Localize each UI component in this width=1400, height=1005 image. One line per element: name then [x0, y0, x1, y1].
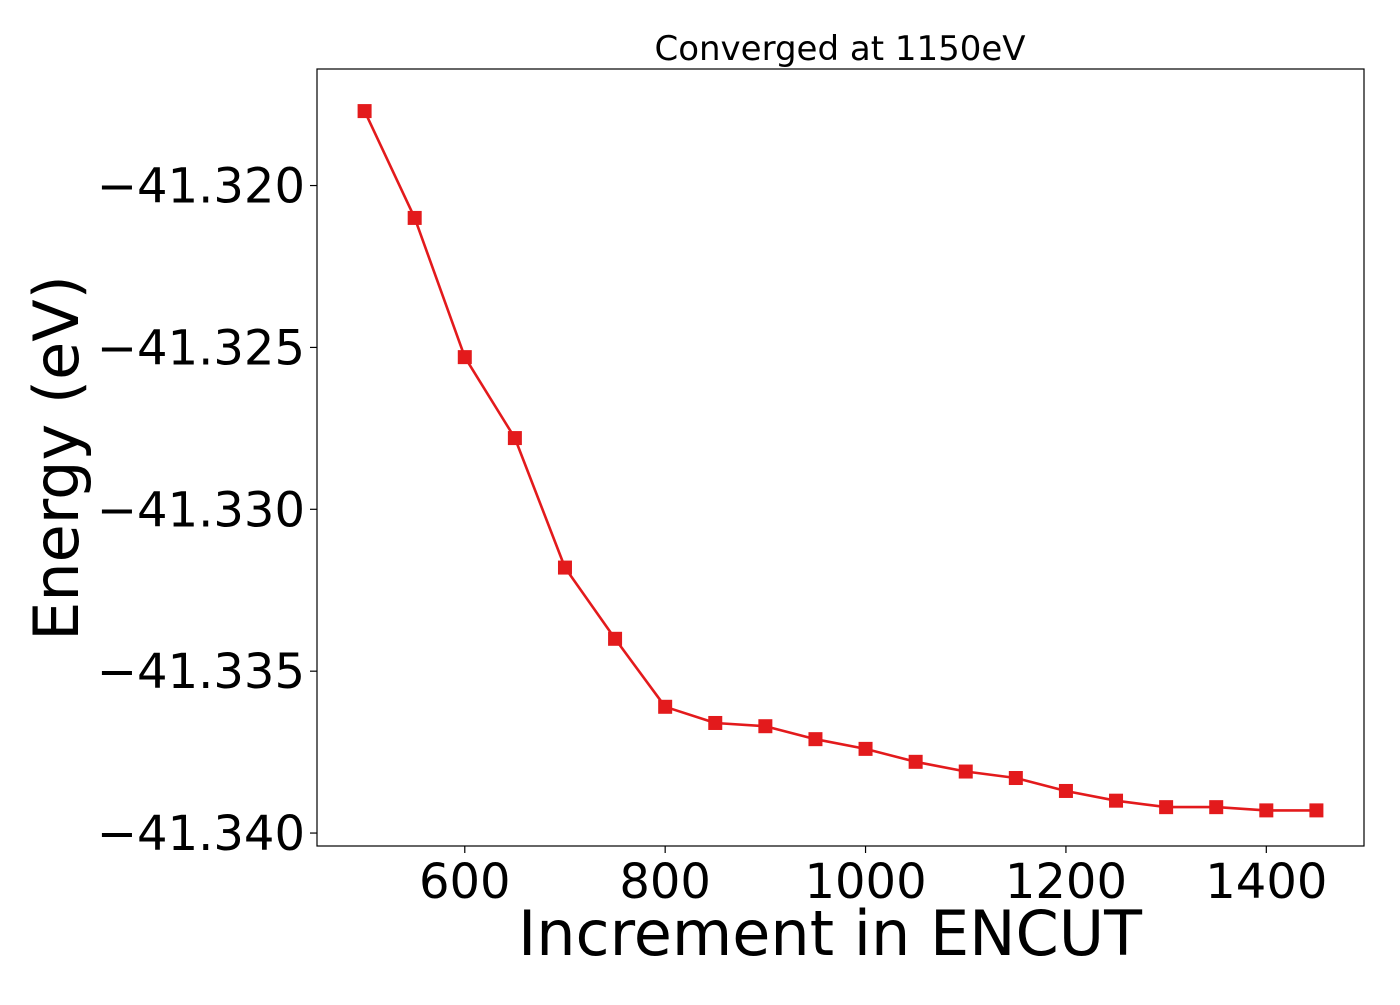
y-tick-label: −41.325 — [97, 320, 305, 376]
data-point — [1008, 771, 1023, 786]
data-point — [1159, 800, 1174, 815]
x-tick-label: 800 — [619, 854, 711, 910]
data-point — [457, 350, 472, 365]
data-point — [608, 631, 623, 646]
data-point — [1309, 803, 1324, 818]
data-point — [958, 764, 973, 779]
x-tick-label: 600 — [419, 854, 511, 910]
x-tick-label: 1200 — [1005, 854, 1127, 910]
data-point — [507, 431, 522, 446]
x-axis: 600 800 1000 1200 1400 — [419, 846, 1327, 910]
y-tick-label: −41.320 — [97, 159, 305, 215]
data-point — [1058, 783, 1073, 798]
data-point — [808, 732, 823, 747]
data-point — [708, 715, 723, 730]
y-tick-label: −41.330 — [97, 482, 305, 538]
data-point — [1109, 793, 1124, 808]
data-point — [357, 104, 372, 119]
data-point — [908, 754, 923, 769]
data-point — [1209, 800, 1224, 815]
chart-title: Converged at 1150eV — [654, 29, 1025, 69]
plot-area — [316, 68, 1365, 847]
y-tick-label: −41.335 — [97, 644, 305, 700]
x-tick-label: 1400 — [1205, 854, 1327, 910]
y-axis: −41.320 −41.325 −41.330 −41.335 −41.340 — [97, 159, 317, 862]
series-line — [363, 110, 1317, 812]
data-point — [658, 699, 673, 714]
y-axis-label: Energy (eV) — [20, 275, 93, 641]
data-point — [858, 741, 873, 756]
series-layer — [357, 104, 1324, 818]
data-point — [407, 210, 422, 225]
data-point — [758, 719, 773, 734]
x-tick-label: 1000 — [804, 854, 926, 910]
x-axis-label: Increment in ENCUT — [518, 897, 1143, 970]
data-point — [1259, 803, 1274, 818]
y-tick-label: −41.340 — [97, 806, 305, 862]
data-point — [557, 560, 572, 575]
